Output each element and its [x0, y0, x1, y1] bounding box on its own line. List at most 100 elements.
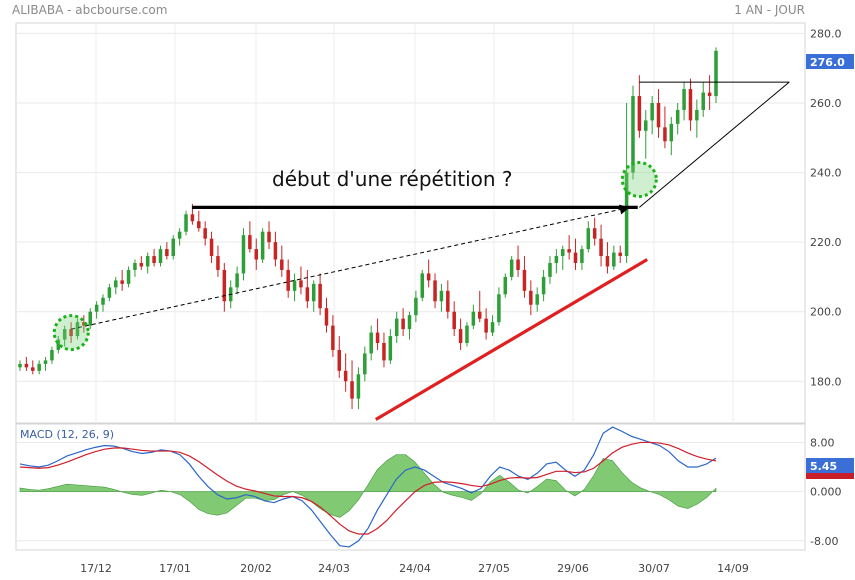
x-tick-label: 17/01 — [159, 562, 191, 575]
candle-body — [190, 214, 195, 222]
last-price-badge — [806, 54, 854, 69]
candle-body — [152, 256, 156, 263]
candle-body — [222, 269, 227, 302]
trend-line-triangle-bottom — [638, 81, 790, 208]
candle-body — [24, 363, 29, 368]
candle-body — [554, 256, 559, 263]
candle-body — [50, 349, 54, 361]
candle-body — [714, 50, 718, 97]
candle-body — [420, 273, 425, 298]
x-tick-label: 14/09 — [717, 562, 749, 575]
candle-body — [605, 256, 610, 267]
annotation-text: début d'une répétition ? — [272, 167, 513, 191]
candle-body — [497, 294, 501, 323]
candle-body — [446, 290, 450, 312]
candle-body — [248, 235, 252, 250]
macd-y-tick-label: -8.00 — [810, 535, 838, 548]
candle-body — [465, 325, 469, 343]
candle-body — [414, 297, 418, 316]
x-tick-label: 30/07 — [638, 562, 670, 575]
x-tick-label: 17/12 — [80, 562, 112, 575]
candle-body — [331, 325, 335, 350]
candle-body — [286, 269, 290, 291]
candle-body — [656, 103, 661, 128]
price-y-tick-label: 220.0 — [810, 236, 842, 249]
candle-body — [350, 381, 354, 399]
candle-body — [133, 263, 137, 270]
trend-line-projection — [71, 206, 630, 330]
macd-y-tick-label: 8.00 — [810, 436, 835, 449]
candle-body — [62, 329, 67, 340]
candle-body — [401, 318, 405, 330]
candle-body — [426, 273, 431, 281]
candle-body — [669, 123, 674, 142]
x-tick-label: 24/04 — [399, 562, 431, 575]
candle-body — [75, 322, 80, 337]
candle-body — [292, 280, 297, 291]
candle-body — [407, 315, 412, 330]
candle-body — [439, 290, 444, 302]
candle-body — [363, 353, 367, 375]
candle-body — [158, 249, 163, 263]
candle-body — [209, 238, 214, 257]
candle-body — [477, 311, 482, 319]
candle-body — [650, 103, 654, 121]
candle-body — [241, 235, 246, 274]
candle-body — [305, 287, 310, 302]
price-y-tick-label: 240.0 — [810, 167, 842, 180]
candle-body — [541, 276, 546, 295]
candle-body — [644, 120, 648, 131]
highlight-start-circle — [52, 314, 90, 352]
price-panel — [15, 22, 806, 424]
candle-body — [382, 343, 386, 361]
macd-title: MACD (12, 26, 9) — [20, 428, 114, 441]
macd-line — [19, 426, 717, 548]
candle-body — [107, 287, 112, 298]
candle-body — [695, 109, 699, 121]
x-tick-label: 20/02 — [240, 562, 272, 575]
highlight-circles — [52, 161, 658, 352]
candle-body — [580, 249, 584, 263]
candle-body — [490, 322, 495, 333]
candle-body — [458, 329, 463, 343]
candle-body — [484, 318, 488, 333]
candle-body — [375, 332, 380, 343]
macd-histogram — [19, 454, 717, 518]
chart-period: 1 AN - JOUR — [734, 3, 805, 17]
candle-body — [509, 259, 514, 277]
candle-body — [471, 311, 476, 326]
candle-body — [637, 96, 642, 131]
candle-body — [567, 249, 571, 253]
highlight-end-circle — [620, 161, 658, 199]
candle-body — [688, 89, 693, 121]
candle-body — [126, 269, 131, 284]
macd-histogram-area — [19, 454, 717, 518]
candle-body — [324, 308, 329, 326]
candle-body — [145, 256, 150, 267]
candle-body — [586, 228, 591, 250]
candle-body — [599, 238, 603, 257]
signal-line — [19, 441, 717, 535]
macd-y-tick-label: 0.000 — [810, 486, 842, 499]
x-tick-label: 29/06 — [557, 562, 589, 575]
price-y-tick-label: 180.0 — [810, 375, 842, 388]
trend-lines — [71, 81, 790, 421]
candle-body — [94, 304, 99, 312]
candle-body — [235, 273, 239, 288]
candle-body — [675, 109, 680, 124]
candle-body — [452, 311, 456, 330]
candle-body — [260, 231, 265, 260]
candle-body — [394, 318, 399, 337]
candle-body — [101, 297, 105, 305]
candle-body — [82, 322, 86, 326]
candle-body — [31, 367, 35, 371]
candle-body — [69, 329, 73, 337]
candle-body — [37, 363, 41, 371]
candle-body — [299, 280, 303, 288]
macd-lines — [19, 426, 717, 548]
candle-body — [503, 276, 508, 295]
candle-body — [701, 92, 705, 110]
price-y-tick-label: 260.0 — [810, 97, 842, 110]
candle-body — [18, 363, 22, 368]
